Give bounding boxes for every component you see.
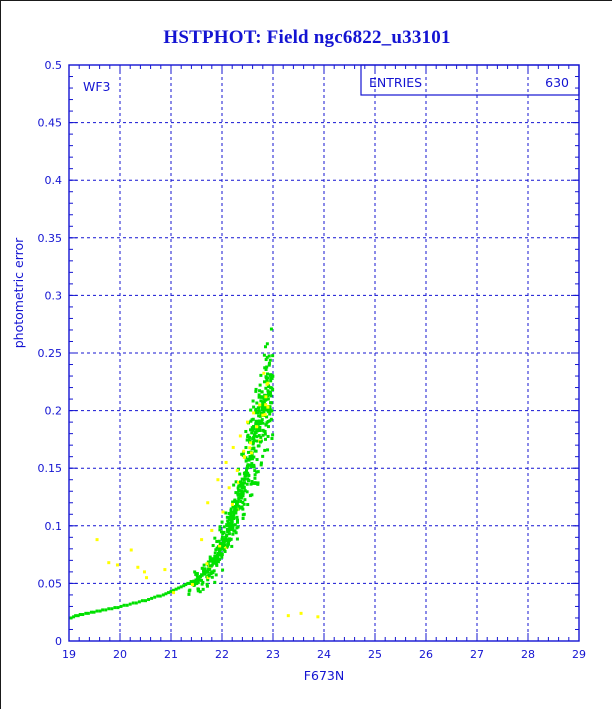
x-tick-label: 26 bbox=[419, 648, 433, 661]
x-tick-label: 20 bbox=[113, 648, 127, 661]
y-tick-label: 0.25 bbox=[38, 347, 63, 360]
y-tick-label: 0.3 bbox=[45, 289, 63, 302]
x-tick-label: 25 bbox=[368, 648, 382, 661]
x-tick-label: 28 bbox=[521, 648, 535, 661]
entries-value: 630 bbox=[545, 75, 569, 90]
axis-labels: WF3 19 20 21 22 23 24 25 26 27 28 29 0 0.05 0.1 0.15 0.2… bbox=[11, 59, 586, 683]
y-tick-label: 0.45 bbox=[38, 117, 63, 130]
entries-panel: ENTRIES 630 bbox=[360, 64, 580, 96]
entries-label: ENTRIES bbox=[369, 75, 422, 90]
x-tick-label: 21 bbox=[164, 648, 178, 661]
y-tick-label: 0.35 bbox=[38, 232, 63, 245]
y-axis-label: photometric error bbox=[11, 237, 26, 348]
x-tick-label: 23 bbox=[266, 648, 280, 661]
x-tick-label: 29 bbox=[572, 648, 586, 661]
y-tick-label: 0.15 bbox=[38, 462, 63, 475]
chip-label: WF3 bbox=[83, 79, 111, 94]
y-tick-label: 0 bbox=[55, 635, 62, 648]
y-tick-label: 0.1 bbox=[45, 520, 63, 533]
x-tick-label: 22 bbox=[215, 648, 229, 661]
y-tick-label: 0.05 bbox=[38, 577, 63, 590]
x-tick-label: 27 bbox=[470, 648, 484, 661]
x-axis-label: F673N bbox=[304, 668, 344, 683]
page-title: HSTPHOT: Field ngc6822_u33101 bbox=[163, 27, 451, 48]
y-tick-label: 0.4 bbox=[45, 174, 63, 187]
data-points bbox=[69, 327, 320, 620]
y-tick-label: 0.2 bbox=[45, 405, 63, 418]
y-tick-label: 0.5 bbox=[45, 59, 63, 72]
grid-lines bbox=[69, 65, 579, 641]
plot-frame bbox=[68, 64, 580, 642]
x-tick-label: 19 bbox=[62, 648, 76, 661]
x-tick-label: 24 bbox=[317, 648, 331, 661]
